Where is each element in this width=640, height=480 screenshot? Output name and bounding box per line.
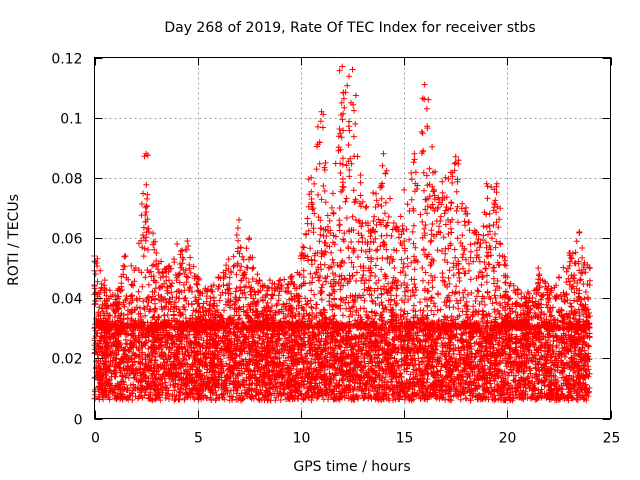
y-axis-label: ROTI / TECUs <box>6 194 22 286</box>
points-layer <box>91 63 593 404</box>
x-tick-label: 5 <box>194 431 203 447</box>
roti-data-points <box>91 63 593 404</box>
y-tick-label: 0.1 <box>60 112 82 128</box>
x-tick-label: 20 <box>499 431 517 447</box>
x-axis-label: GPS time / hours <box>293 459 410 475</box>
x-tick-label: 15 <box>396 431 414 447</box>
y-tick-label: 0.06 <box>51 232 82 248</box>
x-tick-label: 10 <box>293 431 311 447</box>
y-tick-label: 0.04 <box>51 292 82 308</box>
y-tick-label: 0.12 <box>51 52 82 68</box>
y-tick-label: 0.02 <box>51 352 82 368</box>
ticks-layer: 0 0.02 0.04 0.06 0.08 0.1 0.12 0 5 10 15 20 25 <box>51 52 620 447</box>
y-tick-label: 0 <box>74 413 83 429</box>
chart-title: Day 268 of 2019, Rate Of TEC Index for r… <box>164 20 535 36</box>
x-tick-label: 25 <box>603 431 621 447</box>
y-tick-label: 0.08 <box>51 172 82 188</box>
x-tick-label: 0 <box>91 431 100 447</box>
